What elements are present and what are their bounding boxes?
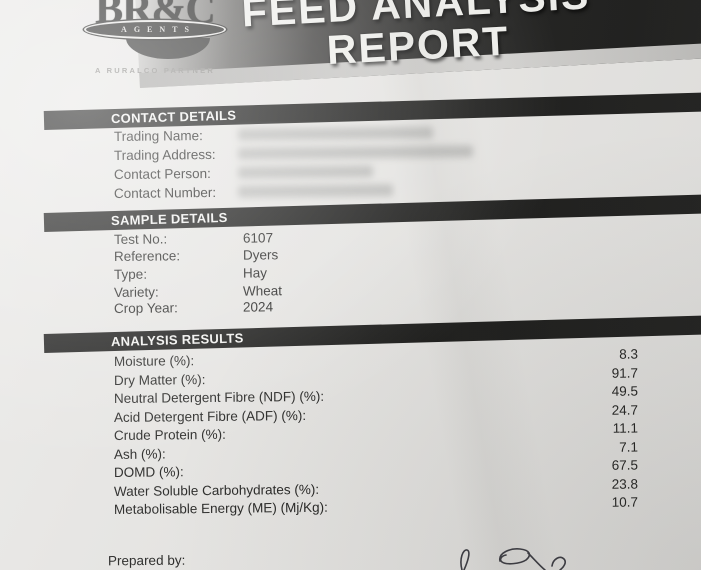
field-value: 8.3 (619, 346, 639, 362)
field-value: 2024 (242, 299, 274, 315)
field-value: 10.7 (611, 494, 639, 510)
field-value: Wheat (242, 283, 283, 299)
redacted-value (237, 126, 434, 141)
field-value: 7.1 (619, 439, 639, 455)
field-label: Dry Matter (%): (113, 372, 206, 388)
report-title: FEED ANALYSIS REPORT (195, 0, 639, 78)
field-label: Contact Number: (113, 184, 217, 201)
field-value: 49.5 (611, 383, 639, 399)
field-value: 11.1 (612, 420, 639, 436)
redacted-value (237, 165, 374, 179)
field-value: 91.7 (611, 365, 639, 381)
field-label: Moisture (%): (113, 353, 195, 369)
field-value: Hay (242, 265, 268, 281)
field-label: Contact Person: (113, 165, 211, 182)
field-value: 6107 (242, 230, 274, 246)
field-label: Crop Year: (113, 300, 178, 316)
field-value: 23.8 (611, 476, 639, 492)
field-label: Metabolisable Energy (ME) (Mj/Kg): (113, 499, 328, 517)
field-label: Test No.: (113, 231, 168, 247)
field-label: Ash (%): (113, 446, 166, 462)
signature-scribble-icon (460, 548, 567, 570)
field-label: Trading Name: (113, 128, 203, 144)
redacted-value (237, 184, 394, 198)
field-value: 24.7 (611, 402, 639, 418)
field-value: Dyers (242, 247, 279, 263)
brc-logo-agents-band: AGENTS (86, 22, 224, 37)
field-label: Acid Detergent Fibre (ADF) (%): (113, 407, 307, 425)
field-label: DOMD (%): (113, 464, 184, 480)
redacted-value (237, 145, 474, 160)
field-label: Crude Protein (%): (113, 426, 226, 443)
brc-logo-semicircle (126, 38, 210, 59)
prepared-by-label: Prepared by: (107, 552, 186, 569)
brc-logo: BR&C AGENTS A RURALCO PARTNER (80, 0, 230, 75)
field-label: Neutral Detergent Fibre (NDF) (%): (113, 388, 325, 406)
field-label: Type: (113, 266, 148, 282)
field-label: Trading Address: (113, 146, 216, 163)
field-label: Water Soluble Carbohydrates (%): (113, 481, 320, 499)
ruralco-partner-tagline: A RURALCO PARTNER (95, 66, 215, 75)
field-label: Reference: (113, 248, 181, 264)
field-label: Variety: (113, 284, 159, 300)
field-value: 67.5 (611, 457, 639, 473)
